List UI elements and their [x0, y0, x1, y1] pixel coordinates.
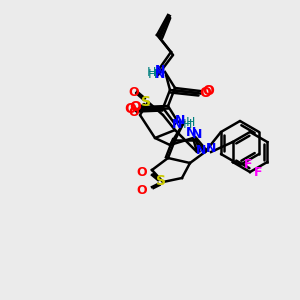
Text: F: F — [254, 166, 262, 178]
Text: N: N — [186, 127, 196, 140]
Text: H: H — [182, 118, 192, 131]
Text: N: N — [192, 128, 202, 140]
Text: O: O — [129, 100, 141, 114]
Text: F: F — [244, 158, 252, 172]
Text: O: O — [129, 106, 139, 118]
Text: S: S — [141, 95, 151, 109]
Text: N: N — [196, 143, 206, 157]
Text: N: N — [175, 115, 185, 128]
Text: H: H — [185, 116, 195, 130]
Text: H: H — [147, 68, 157, 82]
Text: S: S — [156, 174, 166, 188]
Text: N: N — [155, 64, 165, 77]
Text: O: O — [129, 85, 139, 98]
Text: N: N — [206, 142, 216, 155]
Text: O: O — [124, 102, 136, 116]
Text: N: N — [172, 118, 182, 130]
Text: O: O — [137, 166, 147, 178]
Text: O: O — [202, 84, 214, 98]
Text: O: O — [199, 86, 211, 100]
Text: O: O — [137, 184, 147, 196]
Text: N: N — [155, 68, 165, 82]
Text: H: H — [146, 65, 156, 79]
